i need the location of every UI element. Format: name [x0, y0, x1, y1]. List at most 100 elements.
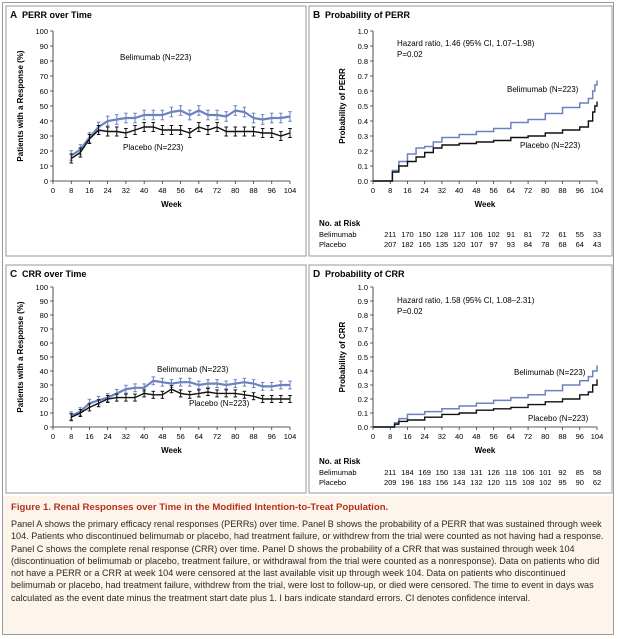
x-tick-label: 24	[104, 186, 112, 195]
panel-border	[308, 264, 613, 494]
y-tick-label: 100	[35, 283, 48, 292]
x-tick-label: 64	[507, 432, 515, 441]
series-label-placebo: Placebo (N=223)	[520, 141, 581, 150]
y-tick-label: 100	[35, 27, 48, 36]
y-tick-label: 0	[44, 423, 48, 432]
y-tick-label: 0.9	[358, 42, 368, 51]
panel-title: Probability of PERR	[325, 10, 411, 20]
x-tick-label: 32	[438, 432, 446, 441]
x-tick-label: 32	[122, 432, 130, 441]
panel-letter: A	[10, 10, 17, 21]
y-tick-label: 30	[40, 132, 48, 141]
hazard-annotation: P=0.02	[397, 50, 423, 59]
at-risk-value: 93	[507, 240, 515, 249]
panel-title: Probability of CRR	[325, 269, 405, 279]
at-risk-value: 165	[418, 240, 431, 249]
x-tick-label: 48	[158, 432, 166, 441]
x-tick-label: 24	[421, 186, 429, 195]
at-risk-value: 64	[576, 240, 584, 249]
at-risk-value: 183	[418, 478, 431, 487]
x-tick-label: 72	[213, 432, 221, 441]
x-axis-label: Week	[161, 446, 182, 455]
at-risk-value: 150	[436, 468, 449, 477]
x-tick-label: 8	[388, 432, 392, 441]
y-tick-label: 0.4	[358, 117, 368, 126]
y-tick-label: 0.7	[358, 325, 368, 334]
at-risk-row-label: Belimumab	[319, 468, 357, 477]
y-axis-label: Probability of CRR	[338, 321, 347, 392]
x-tick-label: 64	[507, 186, 515, 195]
y-tick-label: 20	[40, 147, 48, 156]
x-tick-label: 72	[524, 186, 532, 195]
x-tick-label: 88	[249, 186, 257, 195]
series-label-belimumab: Belimumab (N=223)	[514, 368, 586, 377]
at-risk-value: 62	[593, 478, 601, 487]
x-tick-label: 8	[69, 432, 73, 441]
x-tick-label: 88	[558, 186, 566, 195]
x-tick-label: 88	[249, 432, 257, 441]
x-tick-label: 104	[591, 186, 604, 195]
series-label-belimumab: Belimumab (N=223)	[120, 53, 192, 62]
y-tick-label: 30	[40, 381, 48, 390]
x-tick-label: 0	[371, 432, 375, 441]
km-curve-placebo	[373, 379, 598, 428]
panel-border	[308, 5, 613, 257]
at-risk-value: 120	[487, 478, 500, 487]
x-tick-label: 40	[455, 432, 463, 441]
x-tick-label: 72	[524, 432, 532, 441]
y-tick-label: 0.7	[358, 72, 368, 81]
at-risk-value: 126	[487, 468, 500, 477]
y-tick-label: 20	[40, 395, 48, 404]
y-tick-label: 60	[40, 87, 48, 96]
y-tick-label: 0.3	[358, 381, 368, 390]
y-tick-label: 80	[40, 57, 48, 66]
at-risk-row-label: Belimumab	[319, 230, 357, 239]
y-tick-label: 0.3	[358, 132, 368, 141]
x-tick-label: 96	[268, 186, 276, 195]
at-risk-row-label: Placebo	[319, 478, 346, 487]
x-tick-label: 16	[85, 186, 93, 195]
at-risk-header: No. at Risk	[319, 457, 361, 466]
at-risk-value: 102	[539, 478, 552, 487]
y-tick-label: 0.8	[358, 57, 368, 66]
at-risk-value: 207	[384, 240, 397, 249]
x-axis-label: Week	[475, 200, 496, 209]
x-tick-label: 96	[576, 186, 584, 195]
y-tick-label: 60	[40, 339, 48, 348]
at-risk-value: 170	[401, 230, 414, 239]
figure-caption: Figure 1. Renal Responses over Time in t…	[3, 496, 613, 634]
x-tick-label: 80	[541, 186, 549, 195]
y-tick-label: 50	[40, 353, 48, 362]
y-tick-label: 0.5	[358, 102, 368, 111]
panel-D: D Probability of CRR 0.0 0.1 0.2 0.3 0.4 0.5 0.6…	[308, 264, 613, 494]
km-curve-belimumab	[373, 80, 598, 182]
at-risk-value: 78	[541, 240, 549, 249]
y-tick-label: 0.1	[358, 162, 368, 171]
x-tick-label: 48	[158, 186, 166, 195]
y-tick-label: 1.0	[358, 27, 368, 36]
y-tick-label: 50	[40, 102, 48, 111]
km-curve-placebo	[373, 101, 598, 182]
at-risk-value: 90	[576, 478, 584, 487]
x-tick-label: 40	[455, 186, 463, 195]
y-tick-label: 10	[40, 409, 48, 418]
y-tick-label: 0.5	[358, 353, 368, 362]
series-label-belimumab: Belimumab (N=223)	[157, 365, 229, 374]
at-risk-value: 182	[401, 240, 414, 249]
at-risk-value: 169	[418, 468, 431, 477]
y-tick-label: 0.0	[358, 423, 368, 432]
x-tick-label: 32	[438, 186, 446, 195]
caption-title: Renal Responses over Time in the Modifie…	[53, 502, 389, 513]
at-risk-value: 128	[436, 230, 449, 239]
y-tick-label: 70	[40, 72, 48, 81]
x-tick-label: 0	[371, 186, 375, 195]
y-tick-label: 1.0	[358, 283, 368, 292]
x-tick-label: 88	[558, 432, 566, 441]
x-tick-label: 8	[69, 186, 73, 195]
at-risk-value: 58	[593, 468, 601, 477]
y-axis-label: Probability of PERR	[338, 68, 347, 144]
at-risk-value: 138	[453, 468, 466, 477]
panel-border	[5, 264, 307, 494]
panel-C: C CRR over Time 0 10 20 30 40 50 60 70 80 90 100 0 8 16…	[5, 264, 307, 494]
